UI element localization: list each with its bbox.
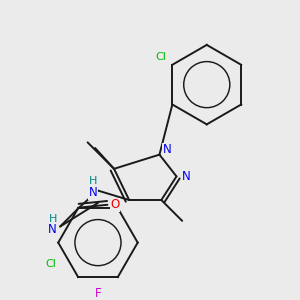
Text: N: N <box>89 186 98 199</box>
Text: F: F <box>95 287 101 300</box>
Text: Cl: Cl <box>156 52 167 62</box>
Text: H: H <box>89 176 98 186</box>
Text: N: N <box>182 170 190 183</box>
Text: Cl: Cl <box>45 260 56 269</box>
Text: N: N <box>163 143 171 156</box>
Text: H: H <box>48 214 57 224</box>
Text: N: N <box>48 223 57 236</box>
Text: O: O <box>110 198 120 211</box>
